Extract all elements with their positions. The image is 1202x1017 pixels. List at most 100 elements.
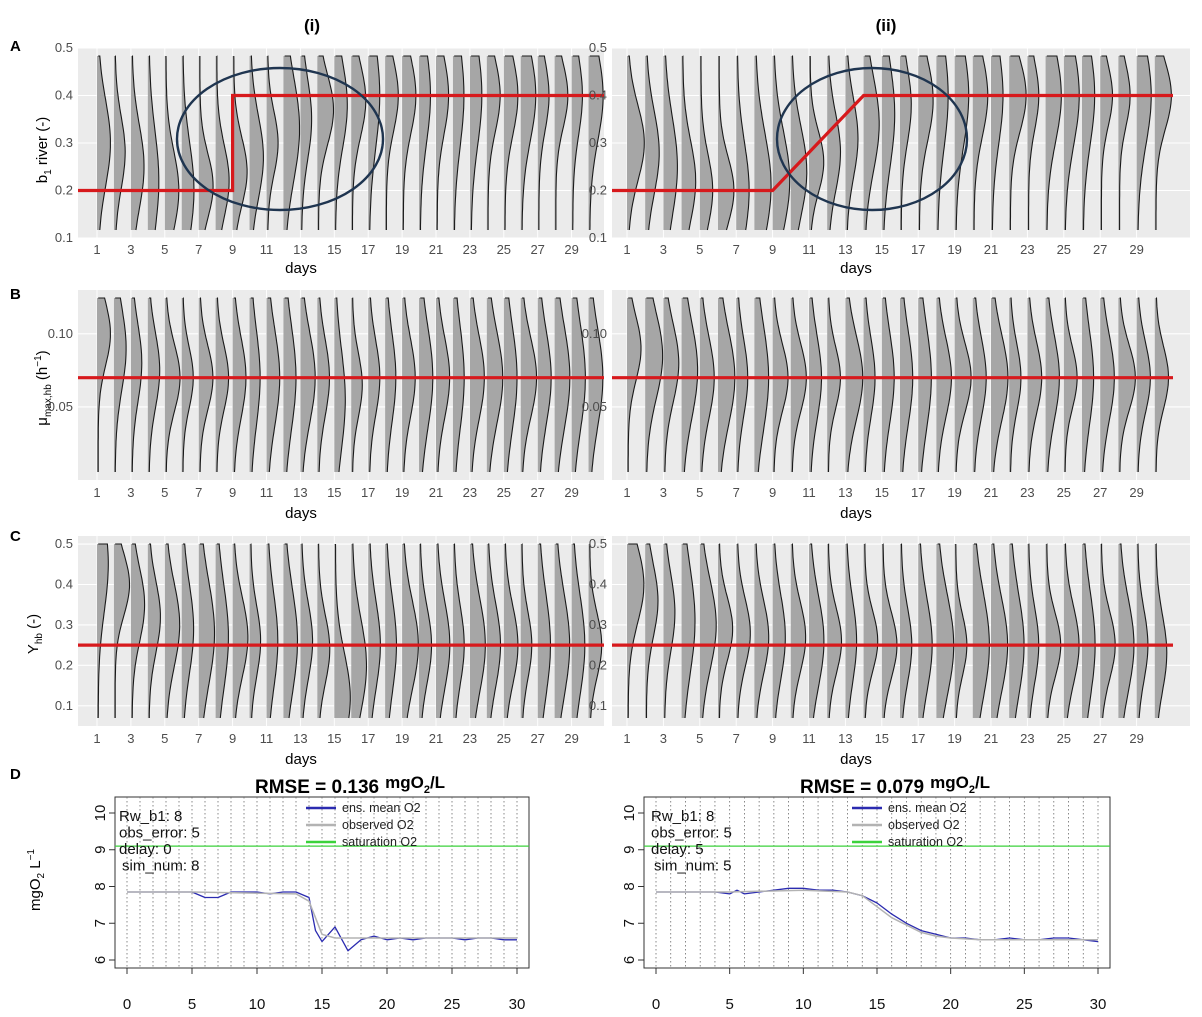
- x-tick-label: 5: [725, 996, 733, 1013]
- violin-outline-day-22: [1010, 543, 1025, 719]
- x-tick-label: 21: [429, 485, 443, 500]
- violin-outline-day-22: [454, 297, 465, 473]
- violin-day-22: [1009, 298, 1021, 472]
- violin-outline-day-6: [719, 297, 736, 473]
- x-tick-label: 29: [1129, 485, 1143, 500]
- violin-outline-day-16: [351, 55, 367, 230]
- x-tick-label: 7: [733, 485, 740, 500]
- violin-outline-day-14: [318, 543, 331, 719]
- violin-outline-day-20: [419, 55, 432, 230]
- violin-outline-day-12: [284, 543, 299, 719]
- x-tick-label: 1: [93, 242, 100, 257]
- violin-outline-day-11: [810, 297, 823, 473]
- violin-outline-day-15: [882, 543, 898, 719]
- x-axis-title: days: [840, 505, 872, 522]
- violin-day-20: [972, 298, 987, 472]
- violin-outline-day-26: [521, 297, 538, 473]
- violin-day-19: [402, 544, 419, 718]
- violin-outline-day-24: [1046, 543, 1062, 719]
- x-tick-label: 15: [327, 485, 341, 500]
- violin-outline-day-21: [437, 297, 451, 473]
- x-tick-label: 20: [379, 996, 396, 1013]
- x-tick-label: 25: [444, 996, 461, 1013]
- violin-day-11: [266, 544, 278, 718]
- violin-panels: 0.10.20.30.40.51 3 5 7 9 11 13 15 17 19 21 23 25 27 29…: [48, 40, 1190, 768]
- violin-day-29: [571, 544, 585, 718]
- violin-outline-day-25: [1064, 297, 1078, 473]
- violin-day-14: [863, 56, 880, 230]
- violin-outline-day-3: [131, 55, 145, 231]
- violin-day-12: [827, 56, 841, 230]
- violin-day-25: [1063, 298, 1078, 472]
- y-tick-label: 0.2: [55, 657, 73, 672]
- x-tick-label: 21: [984, 242, 998, 257]
- x-tick-label: 13: [838, 242, 852, 257]
- x-tick-label: 7: [733, 731, 740, 746]
- violin-day-6: [181, 544, 194, 718]
- x-tick-label: 23: [1020, 485, 1034, 500]
- violin-day-7: [736, 298, 748, 472]
- violin-outline-day-27: [1101, 297, 1115, 473]
- violin-outline-day-24: [487, 55, 501, 230]
- violin-day-10: [249, 56, 264, 230]
- violin-outline-day-4: [148, 543, 161, 718]
- violin-day-7: [736, 56, 750, 230]
- violin-outline-day-19: [955, 55, 970, 231]
- series-observed-o2: [127, 891, 517, 939]
- y-tick-label: 10: [92, 805, 109, 822]
- violin-outline-day-27: [1100, 55, 1114, 230]
- x-tick-label: 30: [509, 996, 526, 1013]
- violin-outline-day-30: [589, 543, 603, 719]
- violin-day-15: [334, 56, 348, 230]
- violin-day-4: [681, 298, 698, 472]
- violin-outline-day-23: [1028, 55, 1040, 230]
- x-tick-label: 9: [769, 731, 776, 746]
- violin-outline-day-22: [453, 55, 465, 231]
- violin-outline-day-1: [97, 543, 109, 719]
- violin-outline-day-2: [646, 297, 664, 473]
- violin-day-9: [232, 56, 248, 230]
- violin-day-6: [181, 56, 194, 230]
- violin-day-1: [97, 544, 109, 718]
- violin-day-28: [554, 544, 570, 718]
- violin-day-18: [385, 298, 396, 472]
- x-tick-label: 25: [497, 242, 511, 257]
- violin-outline-day-11: [267, 297, 281, 473]
- y-tick-label: 0.1: [55, 230, 73, 245]
- violin-day-21: [436, 298, 450, 472]
- violin-outline-day-3: [664, 55, 678, 231]
- legend-label: observed O2: [888, 818, 960, 832]
- violin-outline-day-20: [420, 543, 433, 719]
- violin-day-4: [147, 56, 159, 230]
- violin-outline-day-28: [1119, 543, 1135, 719]
- violin-day-15: [881, 56, 895, 230]
- x-tick-label: 9: [229, 485, 236, 500]
- x-tick-label: 15: [314, 996, 331, 1013]
- violin-outline-day-17: [369, 55, 381, 231]
- truth-line: [612, 93, 1173, 193]
- x-tick-label: 3: [660, 731, 667, 746]
- x-tick-label: 3: [660, 242, 667, 257]
- violin-outline-day-16: [900, 55, 912, 230]
- legend-label: ens. mean O2: [342, 801, 421, 815]
- violin-outline-day-15: [334, 543, 351, 719]
- violin-outline-day-17: [919, 543, 933, 719]
- violin-day-9: [772, 544, 786, 718]
- violin-day-6: [718, 56, 734, 230]
- violin-day-28: [1118, 544, 1134, 718]
- legend-label: saturation O2: [342, 835, 417, 849]
- y-tick-label: 8: [621, 882, 638, 890]
- x-tick-label: 5: [161, 485, 168, 500]
- x-tick-label: 19: [395, 485, 409, 500]
- violin-outline-day-15: [335, 55, 348, 230]
- violin-outline-day-23: [1028, 297, 1043, 473]
- y-tick-label: 0.3: [55, 617, 73, 632]
- violin-day-23: [469, 544, 486, 718]
- y-tick-label: 0.10: [48, 326, 73, 341]
- violin-outline-day-28: [1119, 55, 1131, 230]
- x-tick-label: 3: [660, 485, 667, 500]
- violin-outline-day-3: [664, 297, 680, 473]
- y-axis-title-d: mgO2 L−1: [26, 849, 47, 911]
- violin-day-20: [419, 56, 431, 230]
- violin-outline-day-7: [199, 297, 214, 473]
